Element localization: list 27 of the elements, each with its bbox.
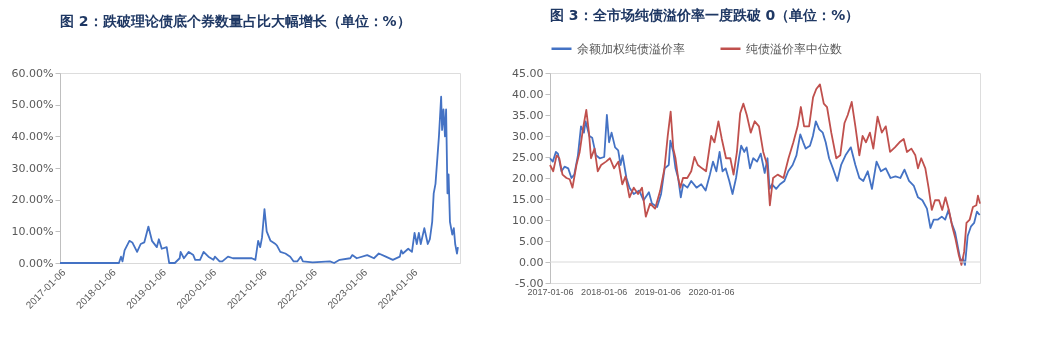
y-tick-label: 5.00	[519, 234, 544, 248]
y-tick-label: 40.00	[512, 87, 544, 101]
y-tick-label: 30.00	[512, 129, 544, 143]
y-tick-label: 30.00%	[11, 161, 54, 175]
chart-title: 图 3：全市场纯债溢价率一度跌破 0（单位：%）	[550, 7, 860, 23]
y-tick-label: 20.00	[512, 171, 544, 185]
y-tick-label: 50.00%	[11, 98, 54, 112]
legend-label: 纯债溢价率中位数	[746, 41, 842, 56]
x-tick-label: 2020-01-06	[688, 286, 735, 297]
chart-title: 图 2：跌破理论债底个券数量占比大幅增长（单位：%）	[60, 13, 411, 29]
legend-label: 余额加权纯债溢价率	[577, 41, 685, 56]
y-tick-label: 0.00	[519, 255, 544, 269]
y-tick-label: 40.00%	[11, 129, 54, 143]
y-tick-label: 60.00%	[11, 66, 54, 80]
line-series	[59, 95, 459, 264]
y-tick-label: 10.00%	[11, 224, 54, 238]
x-tick-label: 2018-01-06	[581, 286, 628, 297]
line-series	[549, 83, 981, 266]
y-tick-label: 0.00%	[18, 256, 54, 270]
y-tick-label: 10.00	[512, 213, 544, 227]
y-tick-label: 15.00	[512, 192, 544, 206]
x-tick-label: 2019-01-06	[634, 286, 681, 297]
y-tick-label: 25.00	[512, 150, 544, 164]
y-tick-label: 35.00	[512, 108, 544, 122]
y-tick-label: 20.00%	[11, 193, 54, 207]
line-series	[549, 114, 981, 266]
y-tick-label: 45.00	[512, 66, 544, 80]
